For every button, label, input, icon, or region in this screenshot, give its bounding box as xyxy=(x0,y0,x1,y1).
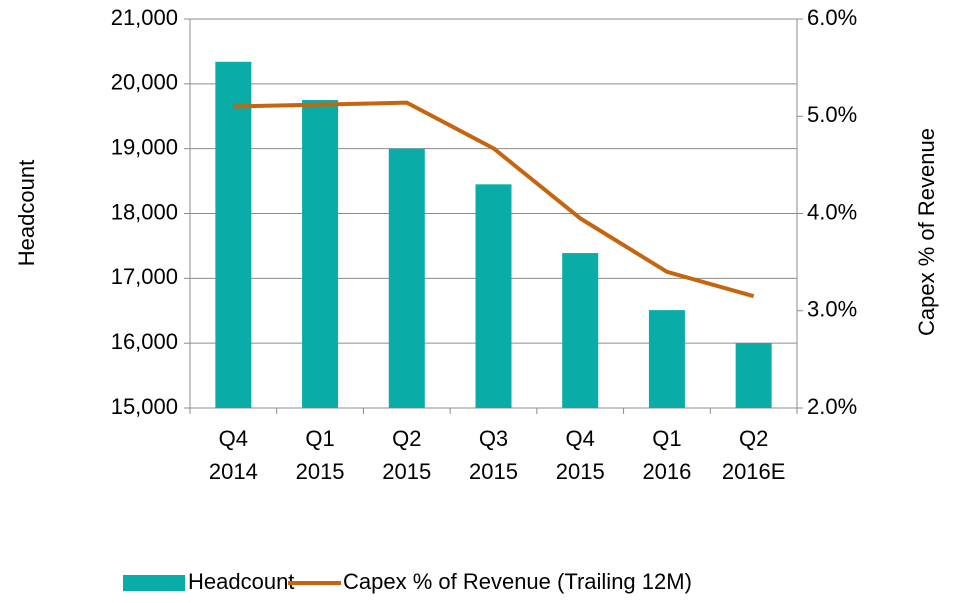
y-axis-title: Headcount xyxy=(14,160,39,266)
x-tick-label: Q2 xyxy=(739,426,768,451)
bar xyxy=(302,100,339,409)
bar xyxy=(475,184,512,408)
y-tick-label: 17,000 xyxy=(111,264,178,289)
x-tick-label: 2016E xyxy=(722,459,786,484)
y-tick-label: 16,000 xyxy=(111,329,178,354)
y-tick-label: 21,000 xyxy=(111,5,178,30)
x-tick-label: 2015 xyxy=(469,459,518,484)
legend-label: Headcount xyxy=(188,569,294,594)
y2-tick-label: 5.0% xyxy=(807,102,857,127)
legend-label: Capex % of Revenue (Trailing 12M) xyxy=(343,569,692,594)
y-tick-label: 19,000 xyxy=(111,134,178,159)
y2-tick-label: 2.0% xyxy=(807,394,857,419)
x-tick-label: Q3 xyxy=(479,426,508,451)
y-tick-label: 20,000 xyxy=(111,70,178,95)
x-tick-label: 2015 xyxy=(556,459,605,484)
bar xyxy=(735,343,772,408)
y2-axis-title: Capex % of Revenue xyxy=(914,128,939,336)
x-tick-label: Q2 xyxy=(392,426,421,451)
x-tick-label: 2014 xyxy=(209,459,258,484)
line xyxy=(233,100,755,299)
y2-tick-label: 3.0% xyxy=(807,297,857,322)
bar xyxy=(388,148,425,408)
x-tick-label: 2015 xyxy=(382,459,431,484)
y2-tick-label: 4.0% xyxy=(807,199,857,224)
x-tick-label: 2016 xyxy=(642,459,691,484)
x-tick-label: Q4 xyxy=(219,426,248,451)
y-tick-label: 18,000 xyxy=(111,199,178,224)
legend-swatch xyxy=(123,575,185,591)
bar xyxy=(562,253,599,408)
y2-tick-label: 6.0% xyxy=(807,5,857,30)
x-tick-label: Q1 xyxy=(652,426,681,451)
x-tick-label: Q4 xyxy=(566,426,595,451)
bar xyxy=(215,61,252,408)
x-tick-label: 2015 xyxy=(296,459,345,484)
y-tick-label: 15,000 xyxy=(111,394,178,419)
x-tick-label: Q1 xyxy=(305,426,334,451)
bar xyxy=(648,310,685,408)
